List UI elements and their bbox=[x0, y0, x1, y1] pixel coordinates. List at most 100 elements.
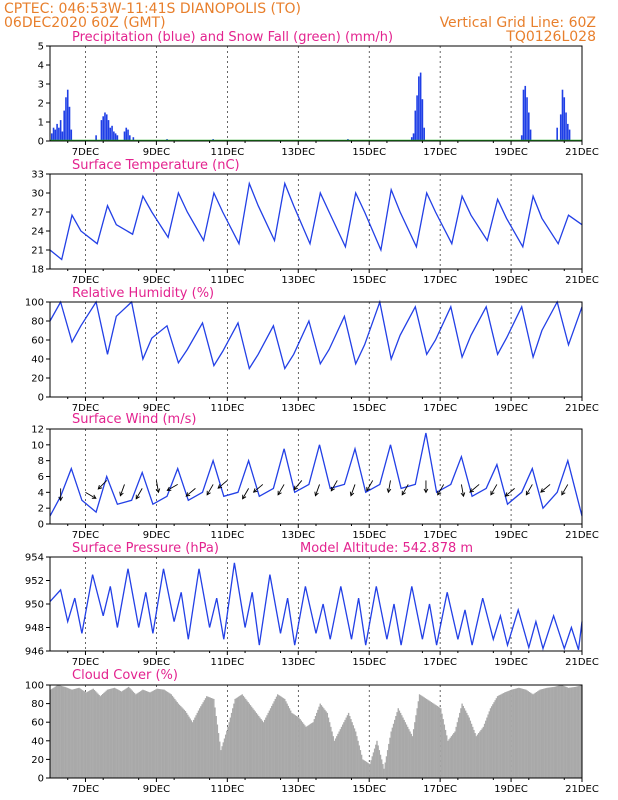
cloud-column bbox=[488, 711, 490, 778]
cloud-column bbox=[482, 726, 485, 778]
cloud-column bbox=[466, 712, 468, 778]
precip-bar bbox=[111, 125, 113, 141]
cloud-column bbox=[51, 688, 53, 778]
cloud-column bbox=[349, 716, 351, 778]
cloud-column bbox=[503, 692, 506, 778]
cloud-column bbox=[538, 690, 540, 778]
cloud-column bbox=[206, 696, 208, 778]
cloud-column bbox=[194, 717, 196, 778]
cloud-column bbox=[141, 690, 143, 778]
precip-title: Precipitation (blue) and Snow Fall (gree… bbox=[72, 30, 393, 45]
cloud-column bbox=[312, 722, 314, 778]
cloud-column bbox=[105, 690, 107, 778]
cloud-column bbox=[193, 719, 195, 778]
x-tick-label: 15DEC bbox=[352, 657, 386, 668]
y-tick-label: 952 bbox=[25, 576, 44, 587]
cloud-column bbox=[55, 685, 58, 778]
cloud-column bbox=[289, 710, 292, 778]
cloud-column bbox=[52, 688, 54, 778]
cloud-column bbox=[342, 724, 344, 778]
cloud-column bbox=[228, 722, 230, 778]
x-tick-label: 13DEC bbox=[281, 657, 315, 668]
cloud-column bbox=[278, 695, 280, 778]
cloud-column bbox=[144, 690, 146, 778]
precip-bar bbox=[416, 95, 418, 141]
cloud-column bbox=[408, 729, 410, 778]
cloud-column bbox=[545, 688, 547, 778]
cloud-column bbox=[469, 720, 472, 778]
cloud-column bbox=[229, 717, 232, 778]
wind-arrow bbox=[330, 480, 338, 492]
cloud-column bbox=[396, 712, 398, 778]
cloud-column bbox=[243, 697, 246, 778]
cloud-column bbox=[574, 686, 577, 778]
wind-arrow bbox=[314, 484, 320, 497]
x-tick-label: 21DEC bbox=[565, 784, 599, 795]
cloud-column bbox=[124, 689, 126, 778]
header-run-date: 06DEC2020 60Z (GMT) bbox=[4, 15, 166, 31]
y-tick-label: 18 bbox=[31, 265, 44, 276]
cloud-column bbox=[464, 710, 467, 778]
cloud-column bbox=[321, 706, 324, 778]
y-tick-label: 80 bbox=[31, 317, 44, 328]
cloud-column bbox=[64, 686, 66, 778]
wind-arrow bbox=[366, 480, 374, 492]
cloud-column bbox=[473, 729, 475, 778]
precip-bar bbox=[418, 76, 420, 141]
x-tick-label: 17DEC bbox=[423, 657, 457, 668]
cloud-column bbox=[133, 693, 136, 778]
precip-bar bbox=[61, 131, 64, 141]
cloud-column bbox=[578, 685, 580, 778]
precip-bar bbox=[522, 89, 525, 141]
cloud-column bbox=[123, 689, 125, 778]
cloud-column bbox=[553, 686, 556, 778]
cloud-column bbox=[460, 708, 462, 778]
pressure-title: Surface Pressure (hPa) bbox=[72, 541, 219, 556]
wind-arrow bbox=[166, 484, 178, 491]
precip-bar bbox=[559, 114, 562, 141]
cloud-column bbox=[227, 726, 229, 778]
x-tick-label: 11DEC bbox=[210, 147, 244, 158]
cloud-column bbox=[204, 698, 207, 778]
cloud-column bbox=[377, 745, 379, 778]
cloud-column bbox=[515, 688, 518, 778]
cloud-column bbox=[401, 715, 403, 778]
cloud-column bbox=[169, 693, 171, 778]
y-tick-label: 40 bbox=[31, 736, 44, 747]
cloud-column bbox=[470, 723, 473, 778]
cloud-column bbox=[550, 687, 552, 778]
cloud-column bbox=[287, 705, 290, 778]
y-tick-label: 40 bbox=[31, 355, 44, 366]
precip-bar bbox=[129, 135, 131, 141]
cloud-column bbox=[269, 708, 272, 778]
cloud-column bbox=[350, 719, 352, 778]
x-tick-label: 19DEC bbox=[494, 530, 528, 541]
wind-arrow bbox=[277, 484, 285, 496]
x-tick-label: 7DEC bbox=[72, 530, 99, 541]
cloud-column bbox=[557, 685, 559, 778]
cloud-column bbox=[85, 692, 87, 778]
cloud-column bbox=[453, 733, 455, 778]
wind-arrow bbox=[58, 488, 63, 502]
cloud-column bbox=[247, 702, 249, 778]
cloud-column bbox=[423, 697, 425, 778]
cloud-column bbox=[386, 750, 389, 778]
cloud-column bbox=[446, 735, 448, 778]
cloud-column bbox=[477, 733, 480, 778]
cloud-column bbox=[261, 720, 263, 778]
x-tick-label: 17DEC bbox=[423, 275, 457, 286]
cloud-column bbox=[454, 731, 456, 778]
cloud-column bbox=[483, 723, 486, 778]
cloud-column bbox=[442, 719, 444, 778]
cloud-column bbox=[80, 689, 83, 778]
cloud-column bbox=[91, 689, 93, 778]
cloud-column bbox=[280, 696, 282, 778]
precip-bar bbox=[107, 120, 110, 141]
cloud-column bbox=[405, 724, 408, 778]
cloud-title: Cloud Cover (%) bbox=[72, 668, 178, 683]
cloud-column bbox=[519, 688, 521, 778]
cloud-column bbox=[455, 726, 457, 778]
x-tick-label: 19DEC bbox=[494, 784, 528, 795]
cloud-column bbox=[196, 712, 198, 778]
cloud-column bbox=[116, 689, 118, 778]
